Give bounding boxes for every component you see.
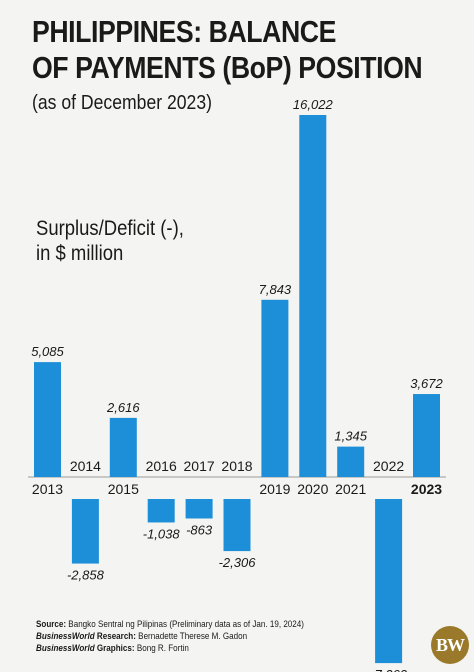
bar-2013 [34,362,61,477]
category-label-2016: 2016 [146,458,177,474]
bar-2019 [261,299,289,477]
value-label-2017: -863 [186,522,213,537]
bar-2015 [109,417,137,477]
research-line: BusinessWorld Research: Bernadette There… [36,631,248,642]
chart-title: PHILIPPINES: BALANCE OF PAYMENTS (BoP) P… [32,14,423,86]
value-label-2023: 3,672 [410,376,443,391]
value-label-2015: 2,616 [106,400,140,415]
value-label-2016: -1,038 [143,526,181,541]
unit-label: Surplus/Deficit (-), in $ million [36,216,184,266]
unit-line-2: in $ million [36,242,124,265]
value-label-2013: 5,085 [31,344,64,359]
category-label-2017: 2017 [184,458,215,474]
value-label-2021: 1,345 [334,429,367,444]
category-label-2020: 2020 [297,481,328,497]
category-label-2021: 2021 [335,481,366,497]
bar-2018 [223,499,251,552]
category-label-2013: 2013 [32,481,63,497]
bar-2014 [71,499,99,564]
bar-2021 [337,446,365,477]
bar-2023 [413,394,440,477]
graphics-line: BusinessWorld Graphics: Bong R. Fortin [36,643,189,654]
category-label-2015: 2015 [108,481,139,497]
bar-2016 [147,499,175,523]
unit-line-1: Surplus/Deficit (-), [36,217,184,240]
bar-2020 [299,115,327,477]
bar-2017 [185,499,213,519]
value-label-2018: -2,306 [219,555,257,570]
category-label-2019: 2019 [259,481,290,497]
category-label-2018: 2018 [221,458,252,474]
category-label-2014: 2014 [70,458,101,474]
value-label-2022: -7,263 [370,667,408,672]
value-label-2020: 16,022 [293,97,334,112]
source-line: Source: Bangko Sentral ng Pilipinas (Pre… [36,619,304,630]
category-label-2022: 2022 [373,458,404,474]
chart-subtitle: (as of December 2023) [32,92,213,114]
title-line-2: OF PAYMENTS (BoP) POSITION [32,50,423,85]
businessworld-logo: BW [431,626,469,664]
value-label-2019: 7,843 [259,282,292,297]
value-label-2014: -2,858 [67,568,105,583]
bar-2022 [375,499,403,664]
title-line-1: PHILIPPINES: BALANCE [32,14,336,49]
credits: Source: Bangko Sentral ng Pilipinas (Pre… [36,619,304,655]
category-label-2023: 2023 [411,481,442,497]
